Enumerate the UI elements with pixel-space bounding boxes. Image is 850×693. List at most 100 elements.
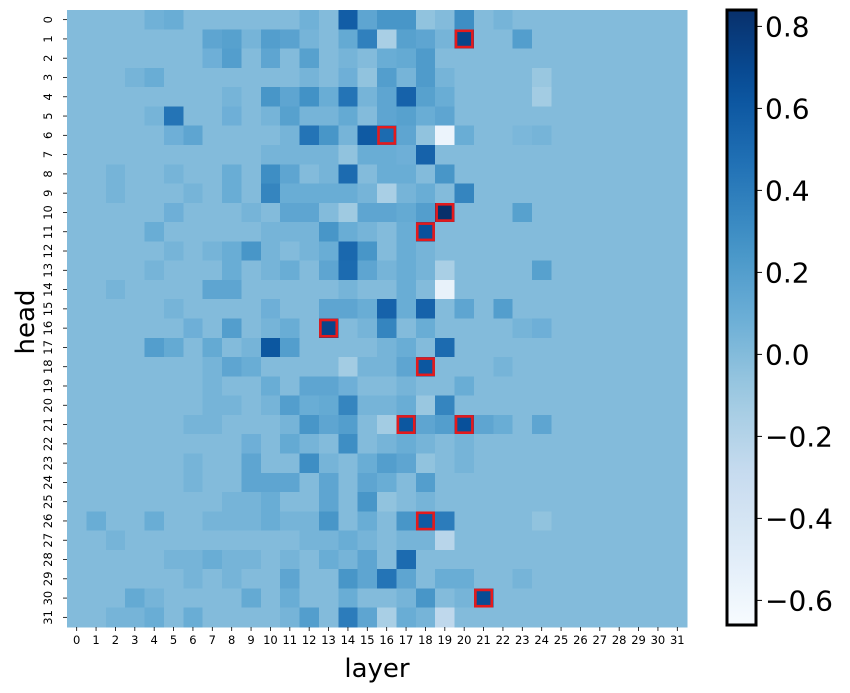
heatmap-cell: [590, 492, 611, 512]
heatmap-cell: [628, 144, 649, 165]
heatmap-cell: [241, 530, 262, 551]
heatmap-cell: [551, 164, 572, 185]
heatmap-cell: [532, 125, 552, 146]
heatmap-cell: [435, 260, 456, 281]
heatmap-cell: [280, 607, 301, 628]
heatmap-cell: [532, 607, 552, 628]
heatmap-cell: [570, 241, 591, 262]
heatmap-cell: [648, 588, 669, 609]
heatmap-cell: [183, 299, 204, 320]
colorbar: 0.8 0.6 0.4 0.2 0.0 −0.2 −0.4 −0.6: [725, 8, 833, 627]
heatmap-cell: [260, 357, 281, 377]
heatmap-cell: [532, 569, 552, 590]
heatmap-cell: [396, 29, 417, 50]
heatmap-cell: [105, 549, 126, 570]
heatmap-cell: [667, 241, 688, 262]
heatmap-cell: [144, 144, 165, 165]
heatmap-cell: [183, 588, 204, 609]
heatmap-cell: [241, 395, 262, 416]
heatmap-cell: [473, 10, 494, 30]
heatmap-cell: [396, 607, 417, 628]
heatmap-cell: [377, 10, 397, 30]
heatmap-cell: [532, 222, 552, 242]
heatmap-cell: [609, 472, 630, 493]
heatmap-cell: [628, 106, 649, 127]
y-tick-label: 10: [41, 205, 55, 220]
heatmap-cell: [590, 48, 611, 69]
heatmap-cell: [377, 318, 397, 339]
heatmap-cell: [144, 511, 165, 532]
heatmap-cell: [163, 530, 184, 551]
heatmap-cell: [163, 588, 184, 609]
heatmap-cell: [377, 164, 397, 185]
heatmap-cell: [318, 414, 339, 435]
heatmap-cell: [473, 144, 494, 165]
heatmap-cell: [202, 337, 223, 358]
heatmap-cell: [628, 395, 649, 416]
heatmap-cell: [202, 453, 223, 474]
heatmap-cell: [648, 569, 669, 590]
heatmap-cell: [183, 164, 204, 185]
heatmap-cell: [493, 492, 514, 512]
heatmap-cell: [183, 222, 204, 242]
heatmap-cell: [357, 434, 378, 455]
heatmap-cell: [105, 125, 126, 146]
heatmap-cell: [222, 337, 242, 358]
heatmap-cell: [260, 10, 281, 30]
heatmap-cell: [222, 106, 242, 127]
heatmap-cell: [377, 453, 397, 474]
heatmap-cell: [357, 183, 378, 204]
heatmap-cell: [338, 125, 359, 146]
y-tick-label: 12: [41, 244, 55, 259]
heatmap-cell: [163, 569, 184, 590]
heatmap-cell: [86, 183, 107, 204]
heatmap-cell: [532, 530, 552, 551]
heatmap-cell: [280, 222, 301, 242]
heatmap-cell: [183, 144, 204, 165]
heatmap-cell: [67, 144, 87, 165]
heatmap-cell: [667, 588, 688, 609]
x-tick-label: 21: [476, 633, 491, 647]
heatmap-cell: [125, 106, 146, 127]
heatmap-cell: [183, 376, 204, 397]
heatmap-cell: [67, 48, 87, 69]
heatmap-cell: [415, 48, 436, 69]
heatmap-cell: [67, 106, 87, 127]
heatmap-cell: [338, 337, 359, 358]
heatmap-cell: [532, 144, 552, 165]
heatmap-cell: [105, 241, 126, 262]
heatmap-cell: [590, 87, 611, 108]
heatmap-cell: [105, 414, 126, 435]
heatmap-cell: [163, 241, 184, 262]
heatmap-cell: [415, 472, 436, 493]
heatmap-cell: [396, 530, 417, 551]
heatmap-cell: [435, 241, 456, 262]
heatmap-cell: [454, 48, 475, 69]
heatmap-cell: [590, 530, 611, 551]
heatmap-cell: [144, 183, 165, 204]
highlight-boxes: [319, 29, 494, 608]
heatmap-cell: [241, 106, 262, 127]
heatmap-cell: [318, 260, 339, 281]
heatmap-cell: [280, 492, 301, 512]
heatmap-cell: [377, 549, 397, 570]
heatmap-cell: [648, 607, 669, 628]
heatmap-cell: [396, 67, 417, 88]
heatmap-cell: [280, 434, 301, 455]
heatmap-cell: [299, 395, 320, 416]
heatmap-cell: [551, 299, 572, 320]
heatmap-cell: [105, 511, 126, 532]
heatmap-cell: [105, 202, 126, 223]
heatmap-cell: [163, 125, 184, 146]
heatmap-cell: [280, 299, 301, 320]
heatmap-cell: [125, 299, 146, 320]
heatmap-cell: [415, 357, 436, 377]
heatmap-cell: [280, 106, 301, 127]
heatmap-cell: [532, 492, 552, 512]
heatmap-cell: [512, 453, 533, 474]
heatmap-cell: [202, 87, 223, 108]
highlight-box: [415, 511, 435, 531]
heatmap-cell: [67, 453, 87, 474]
heatmap-cell: [163, 549, 184, 570]
heatmap-cell: [473, 492, 494, 512]
